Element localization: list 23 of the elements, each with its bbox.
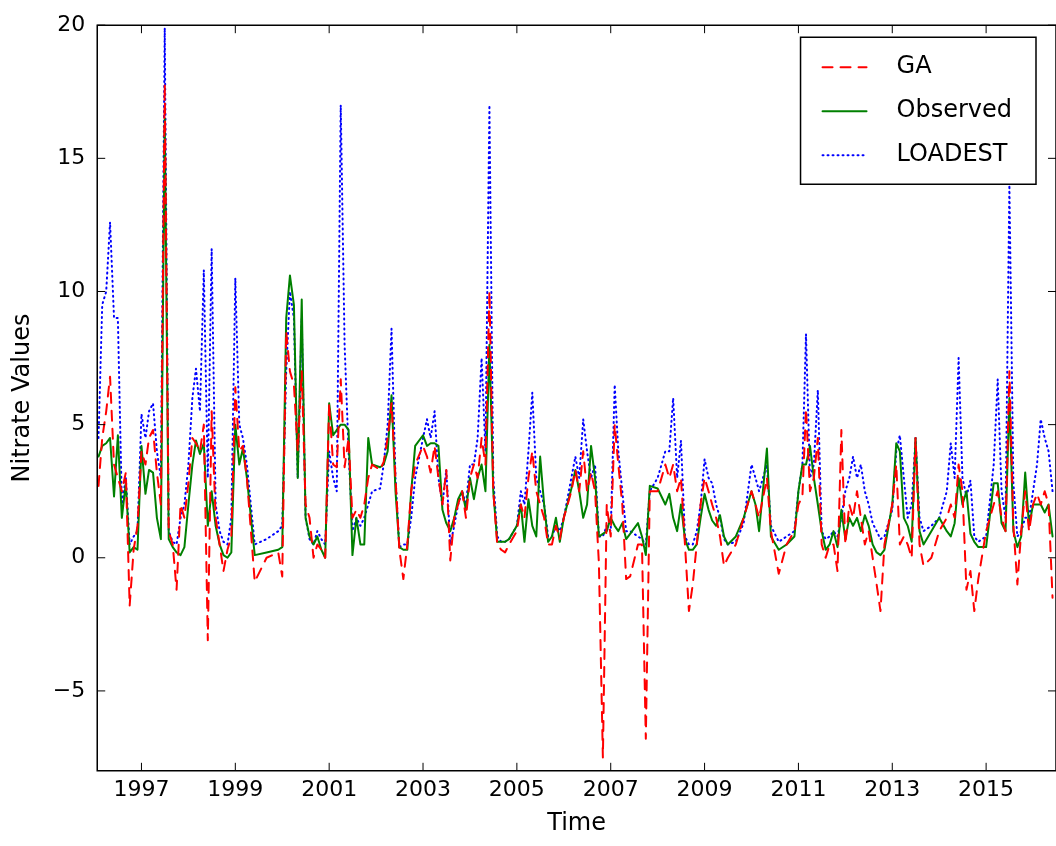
y-tick-label: −5 [52, 676, 86, 702]
y-tick-label: 15 [57, 144, 86, 170]
line-series [97, 26, 1054, 549]
x-tick-label: 2007 [582, 775, 639, 801]
legend-label: LOADEST [896, 139, 1008, 168]
x-tick-label: 2003 [395, 775, 452, 801]
x-axis-title: Time [546, 807, 606, 836]
x-tick-label: 2001 [301, 775, 358, 801]
legend-label: GA [896, 51, 933, 80]
x-tick-label: 1999 [207, 775, 264, 801]
line-series [97, 82, 1054, 759]
x-tick-label: 2011 [770, 775, 827, 801]
y-axis-title: Nitrate Values [6, 313, 35, 483]
y-tick-label: 10 [57, 277, 86, 303]
y-tick-label: 20 [57, 10, 86, 36]
x-tick-label: 1997 [113, 775, 170, 801]
x-tick-label: 2013 [864, 775, 921, 801]
x-tick-label: 2009 [676, 775, 733, 801]
y-tick-label: 5 [71, 410, 86, 436]
x-tick-label: 2015 [958, 775, 1015, 801]
x-tick-label: 2005 [488, 775, 545, 801]
y-tick-label: 0 [71, 543, 86, 569]
legend-label: Observed [896, 95, 1012, 124]
